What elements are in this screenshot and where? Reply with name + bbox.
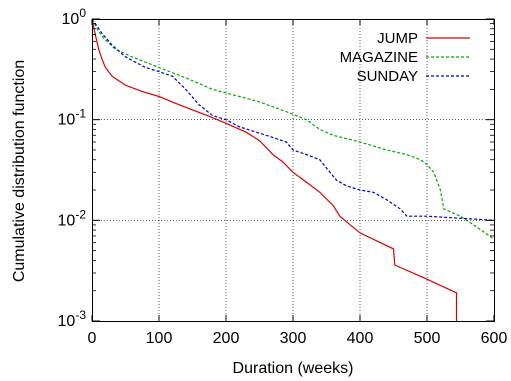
- legend-label-magazine: MAGAZINE: [340, 49, 418, 66]
- x-tick-label: 0: [88, 330, 97, 347]
- x-tick-label: 400: [347, 330, 374, 347]
- plot-frame: [92, 19, 495, 322]
- x-tick-label: 200: [213, 330, 240, 347]
- grid-lines: [92, 19, 494, 321]
- legend-label-jump: JUMP: [377, 30, 418, 47]
- y-axis-title: Cumulative distribution function: [11, 60, 28, 282]
- x-axis-title: Duration (weeks): [233, 360, 354, 377]
- series-line-magazine: [91, 18, 495, 240]
- y-tick-label: 10-3: [58, 308, 87, 330]
- x-tick-label: 600: [481, 330, 508, 347]
- y-tick-label: 100: [62, 6, 87, 28]
- legend-label-sunday: SUNDAY: [357, 68, 418, 85]
- x-tick-label: 300: [280, 330, 307, 347]
- series-lines: [91, 18, 495, 321]
- x-tick-label: 500: [414, 330, 441, 347]
- legend: JUMP MAGAZINE SUNDAY: [340, 30, 470, 85]
- x-axis: 0 100 200 300 400 500 600: [88, 19, 508, 347]
- y-tick-label: 10-2: [58, 207, 87, 229]
- x-tick-label: 100: [146, 330, 173, 347]
- y-axis: 100 10-1 10-2 10-3: [58, 6, 494, 330]
- series-line-jump: [91, 18, 458, 321]
- series-line-sunday: [91, 18, 495, 221]
- y-tick-label: 10-1: [58, 107, 87, 129]
